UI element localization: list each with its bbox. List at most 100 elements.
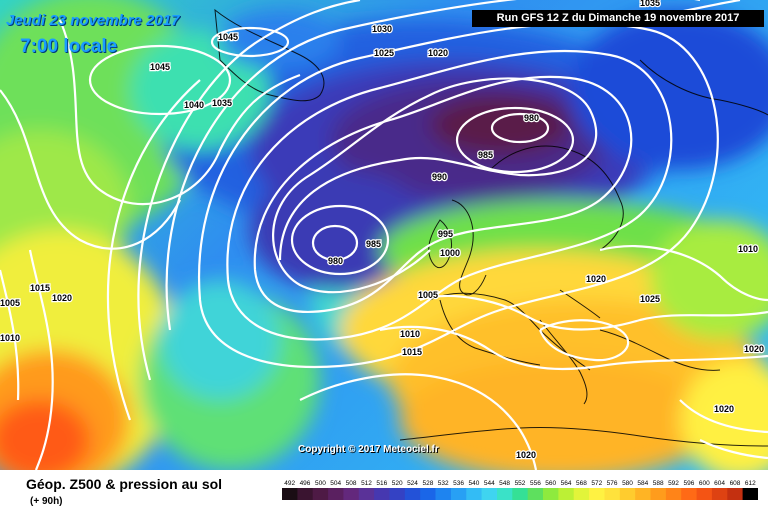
legend-tick-label: 500 [315,480,326,487]
pressure-label: 1020 [52,293,72,303]
legend-swatch [450,488,467,500]
legend-tick-label: 516 [376,480,387,487]
legend-tick-label: 548 [499,480,510,487]
legend-tick-label: 520 [392,480,403,487]
map-area: 1045 1045 1040 1035 1030 1025 1020 980 9… [0,0,768,470]
pressure-label: 1010 [738,244,758,254]
pressure-label: 1005 [0,298,20,308]
legend-swatch [527,488,544,500]
legend-tick-label: 576 [607,480,618,487]
pressure-label: 1015 [402,347,422,357]
legend-swatch [589,488,605,500]
pressure-label: 980 [524,113,539,123]
legend-tick-label: 560 [545,480,556,487]
legend-tick-label: 608 [730,480,741,487]
legend-tick-label: 544 [484,480,495,487]
legend-swatch [573,488,590,500]
legend-swatch [512,488,529,500]
legend-swatch [727,488,744,500]
pressure-label: 1035 [212,98,232,108]
legend-tick-label: 512 [361,480,372,487]
legend-swatch [665,488,682,500]
pressure-label: 980 [328,256,343,266]
color-scale-legend: 492 496 500 504 508 512 516 520 524 528 532 536 540 5… [282,480,758,500]
legend-tick-label: 592 [668,480,679,487]
pressure-label: 1005 [418,290,438,300]
legend-tick-label: 540 [468,480,479,487]
legend-swatch [619,488,636,500]
legend-tick-label: 556 [530,480,541,487]
legend-swatch [481,488,498,500]
pressure-label: 1010 [0,333,20,343]
legend-swatch [635,488,651,500]
pressure-label: 1020 [744,344,764,354]
legend-tick-label: 524 [407,480,418,487]
legend-swatch [711,488,728,500]
pressure-label: 995 [438,229,453,239]
pressure-label: 1035 [640,0,660,8]
coastlines [214,8,768,447]
legend-swatch [466,488,483,500]
forecast-hour: (+ 90h) [30,496,63,507]
forecast-date: Jeudi 23 novembre 2017 [6,12,180,29]
legend-tick-label: 584 [637,480,648,487]
pressure-label: 1015 [30,283,50,293]
pressure-label: 1025 [374,48,394,58]
legend-tick-label: 552 [515,480,526,487]
pressure-label: 1000 [440,248,460,258]
legend-swatch [558,488,575,500]
legend-swatch [297,488,314,500]
legend-swatch [404,488,421,500]
pressure-labels: 1045 1045 1040 1035 1030 1025 1020 980 9… [0,0,765,461]
forecast-local-time: 7:00 locale [20,36,118,57]
legend-swatch [497,488,513,500]
legend-tick-label: 508 [346,480,357,487]
pressure-label: 985 [478,150,493,160]
pressure-label: 1020 [714,404,734,414]
legend-tick-label: 612 [745,480,756,487]
legend-swatch [604,488,621,500]
legend-swatch [681,488,697,500]
pressure-label: 1020 [428,48,448,58]
legend-swatch [358,488,375,500]
copyright-notice: Copyright © 2017 Meteociel.fr [298,444,439,455]
legend-swatch [312,488,329,500]
pressure-label: 1030 [372,24,392,34]
legend-swatch [282,488,298,500]
legend-tick-label: 564 [561,480,572,487]
model-run-banner: Run GFS 12 Z du Dimanche 19 novembre 201… [472,10,764,27]
legend-tick-label: 528 [422,480,433,487]
product-title: Géop. Z500 & pression au sol [26,476,223,492]
legend-swatch [389,488,406,500]
legend-swatch [696,488,713,500]
pressure-label: 1025 [640,294,660,304]
pressure-label: 990 [432,172,447,182]
legend-swatch [650,488,667,500]
legend-tick-label: 580 [622,480,633,487]
legend-tick-label: 600 [699,480,710,487]
pressure-label: 985 [366,239,381,249]
legend-tick-label: 596 [683,480,694,487]
legend-swatch [420,488,436,500]
pressure-label: 1010 [400,329,420,339]
field-blobs [0,0,768,470]
pressure-label: 1020 [516,450,536,460]
legend-swatch [435,488,452,500]
legend-tick-label: 588 [653,480,664,487]
legend-tick-label: 504 [330,480,341,487]
legend-swatch [374,488,390,500]
legend-tick-label: 536 [453,480,464,487]
legend-swatch [543,488,559,500]
legend-swatch [343,488,360,500]
pressure-label: 1040 [184,100,204,110]
legend-tick-label: 572 [591,480,602,487]
legend-tick-label: 532 [438,480,449,487]
pressure-label: 1045 [218,32,238,42]
pressure-label: 1045 [150,62,170,72]
legend-tick-label: 568 [576,480,587,487]
legend-swatch [328,488,344,500]
pressure-label: 1020 [586,274,606,284]
legend-tick-label: 604 [714,480,725,487]
geopotential-map: 1045 1045 1040 1035 1030 1025 1020 980 9… [0,0,768,470]
